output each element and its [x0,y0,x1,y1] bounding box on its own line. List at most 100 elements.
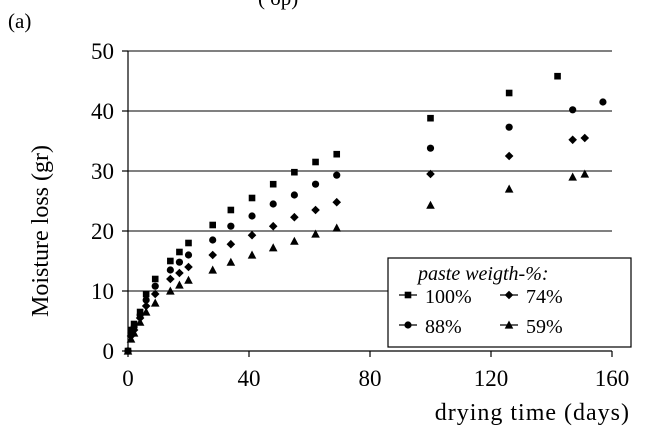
data-point [123,346,133,355]
x-tick-label-80: 80 [359,366,382,391]
data-point [248,194,256,202]
legend-label: 59% [526,316,563,338]
data-point [150,289,160,299]
data-point [141,307,151,316]
data-point [427,114,434,122]
data-point [226,239,236,249]
legend-marker-circle [404,321,412,329]
data-point [290,191,298,199]
y-axis-label: Moisture loss (gr) [28,145,54,317]
series-triangle [123,169,590,355]
data-point [290,212,299,222]
data-point [129,328,139,337]
data-point [290,236,299,245]
x-tick-label-0: 0 [122,366,134,391]
data-point [599,98,607,106]
data-point [142,296,150,304]
data-point [126,334,136,343]
legend: paste weigth-%: 100% 74% 88% 59% [387,257,632,348]
data-point [227,222,235,230]
x-tick-label-40: 40 [238,366,261,391]
data-points [123,72,607,356]
tick-labels: 0 10 20 30 40 50 0 40 80 120 160 [91,39,629,391]
data-point [175,280,184,289]
series-diamond [123,133,590,356]
data-point [226,257,236,266]
data-point [166,266,174,274]
x-axis-label: drying time (days) [435,400,630,426]
y-tick-label-40: 40 [91,99,114,124]
data-point [175,268,184,278]
legend-box [387,257,632,348]
data-point [184,262,193,272]
data-point [333,150,341,158]
data-point [208,265,217,274]
data-point [268,221,278,231]
data-point [150,298,160,307]
data-point [208,250,217,260]
legend-label: 88% [425,316,462,338]
y-tick-label-10: 10 [91,279,114,304]
data-point [505,123,513,131]
data-point [568,172,577,181]
data-point [580,133,590,143]
data-point [135,317,145,326]
legend-title: paste weigth-%: [416,263,549,285]
data-point [151,275,159,283]
data-point [167,257,174,265]
data-point [209,236,217,244]
data-point [569,106,577,114]
data-point [268,243,278,252]
data-point [311,180,320,188]
data-point [151,282,159,290]
data-point [426,169,435,179]
x-tick-label-120: 120 [474,366,509,391]
data-point [248,212,256,220]
data-point [291,168,298,176]
x-tick-label-160: 160 [595,366,630,391]
data-point [184,275,193,284]
data-point [175,258,184,266]
data-point [184,251,193,259]
data-point [209,221,216,229]
data-point [247,250,257,259]
data-point [568,135,577,145]
legend-label: 74% [526,286,563,308]
legend-marker-triangle [504,320,514,329]
data-point [185,239,192,247]
data-point [166,274,175,284]
legend-label: 100% [425,286,472,308]
data-point [176,248,183,256]
data-point [504,151,514,161]
data-point [311,229,320,238]
legend-marker-square [404,291,412,299]
data-point [269,180,277,188]
data-point [312,158,319,166]
data-point [227,206,235,214]
data-point [505,89,513,97]
data-point [166,286,175,295]
data-point [504,184,514,193]
clipped-top-text: ( op) [258,0,298,11]
data-point [332,197,342,207]
data-point [426,200,435,209]
axes [122,50,613,357]
data-point [332,223,342,232]
data-point [142,290,150,298]
y-tick-label-50: 50 [91,39,114,64]
data-point [269,200,277,208]
gridlines [128,50,612,292]
data-point [554,72,561,80]
y-tick-label-30: 30 [91,159,114,184]
panel-label: (a) [8,9,32,33]
data-point [311,205,320,215]
data-point [333,171,341,179]
y-tick-label-0: 0 [103,339,115,364]
legend-marker-diamond [504,290,514,300]
data-point [580,169,590,178]
data-point [426,144,435,152]
data-point [141,301,151,311]
data-point [247,230,257,240]
y-tick-label-20: 20 [91,219,114,244]
